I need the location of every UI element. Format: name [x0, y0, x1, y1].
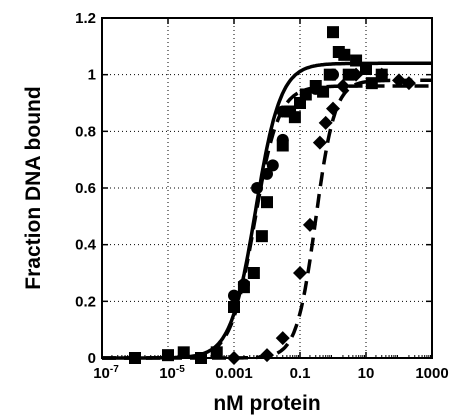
diamond-point [302, 217, 317, 232]
diamond-point [335, 79, 350, 93]
x-tick-label: 10-5 [159, 364, 185, 382]
x-tick-label: 0.001 [215, 365, 253, 382]
data-points [129, 26, 416, 365]
circle-point [266, 159, 279, 172]
x-tick-label: 1000 [415, 365, 448, 382]
diamond-point [401, 76, 416, 91]
fit-curves [102, 61, 432, 360]
diamond-point [326, 101, 340, 116]
square-point [350, 54, 363, 67]
square-point [338, 48, 351, 61]
diamond-point [374, 67, 389, 82]
square-point [247, 267, 260, 279]
circle-point [276, 105, 289, 118]
square-point [261, 196, 273, 209]
x-tick-label: 10-7 [93, 364, 119, 382]
square-point [129, 352, 141, 364]
square-point [360, 63, 372, 75]
diamond-point [275, 331, 290, 346]
circle-point [294, 97, 306, 109]
circle-point [261, 167, 273, 180]
fit-curve [102, 78, 432, 360]
square-point [255, 230, 268, 243]
y-tick-label: 1 [88, 67, 96, 84]
square-point [228, 301, 240, 313]
square-point [299, 88, 312, 101]
circle-point [309, 82, 322, 95]
x-tick-label: 10 [358, 365, 375, 382]
y-tick-label: 0.2 [75, 293, 96, 310]
diamond-point [227, 351, 241, 365]
diamond-point [318, 115, 333, 130]
fit-curve [102, 84, 432, 360]
square-point [162, 349, 174, 362]
y-tick-label: 0.6 [75, 180, 96, 197]
diamond-point [349, 67, 364, 82]
diamond-point [392, 73, 406, 88]
diamond-point [260, 348, 274, 363]
circle-point [327, 68, 339, 81]
diamond-point [293, 266, 307, 280]
x-tick-label: 0.1 [290, 365, 311, 382]
tick-labels: 0 0.2 0.4 0.6 0.8 1 1.2 10-7 10-5 0.001 0.1 10 1000 [75, 10, 449, 382]
circle-point [251, 182, 264, 194]
y-tick-label: 0.8 [75, 123, 96, 140]
square-point [195, 352, 207, 364]
square-point [177, 346, 190, 359]
y-axis-title: Fraction DNA bound [22, 86, 45, 289]
fit-curve [102, 61, 432, 360]
square-point [288, 111, 301, 124]
circle-point [237, 278, 250, 291]
x-axis-title: nM protein [213, 392, 320, 415]
square-point [342, 68, 355, 81]
diamond-point [312, 135, 327, 150]
y-tick-label: 1.2 [75, 10, 96, 27]
y-tick-label: 0.4 [75, 237, 97, 254]
circle-point [228, 289, 240, 302]
square-point [327, 26, 339, 39]
square-point [210, 346, 223, 359]
y-tick-label: 0 [88, 350, 96, 367]
circle-point [276, 133, 289, 146]
square-point [365, 77, 378, 90]
